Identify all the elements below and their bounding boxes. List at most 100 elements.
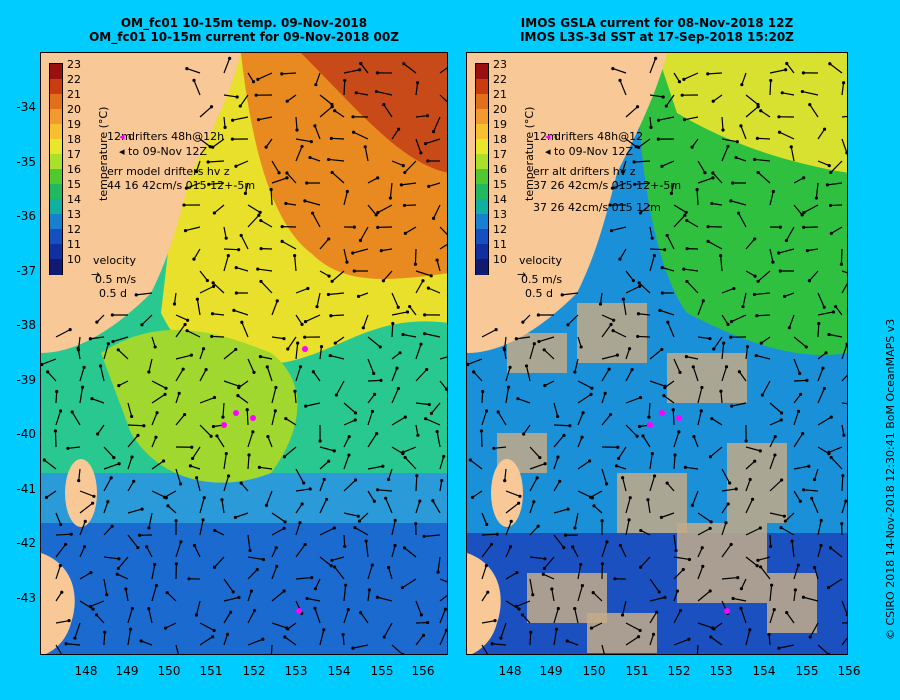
- velocity-arrow: [711, 94, 723, 103]
- velocity-arrow: [237, 380, 249, 390]
- velocity-arrow: [199, 347, 206, 360]
- velocity-arrow: [637, 281, 651, 294]
- cloud-mask-patch: [677, 523, 767, 603]
- velocity-arrow: [719, 254, 723, 272]
- velocity-arrow: [343, 418, 357, 426]
- velocity-arrow: [192, 543, 201, 558]
- velocity-arrow: [711, 171, 723, 184]
- velocity-arrow: [529, 524, 540, 536]
- velocity-arrow: [319, 237, 331, 250]
- velocity-arrow: [841, 622, 847, 624]
- colorbar-tick-label: 21: [67, 88, 81, 101]
- velocity-arrow: [151, 562, 157, 580]
- velocity-arrow: [649, 248, 667, 252]
- velocity-arrow: [134, 292, 153, 297]
- longitude-tick-label: 153: [709, 664, 733, 678]
- velocity-arrow: [647, 402, 651, 419]
- velocity-arrow: [721, 341, 726, 360]
- velocity-arrow: [426, 159, 441, 163]
- velocity-arrow: [151, 459, 166, 470]
- velocity-arrow: [79, 545, 87, 558]
- velocity-arrow: [553, 455, 560, 470]
- velocity-arrow: [542, 348, 555, 360]
- left-colorbar: [49, 63, 63, 275]
- latitude-tick-label: -42: [16, 536, 36, 550]
- velocity-arrow: [601, 353, 619, 360]
- longitude-tick-label: 150: [582, 664, 606, 678]
- velocity-arrow: [308, 155, 321, 162]
- velocity-arrow: [391, 160, 405, 168]
- colorbar-tick-label: 22: [493, 73, 507, 86]
- left-velocity-label: velocity: [93, 254, 136, 267]
- velocity-arrow: [401, 446, 417, 454]
- velocity-arrow: [625, 347, 632, 360]
- velocity-arrow: [829, 455, 843, 470]
- velocity-arrow: [343, 608, 350, 624]
- velocity-arrow: [319, 270, 331, 278]
- velocity-arrow: [543, 380, 555, 388]
- velocity-arrow: [382, 102, 393, 118]
- velocity-arrow: [541, 572, 555, 580]
- velocity-arrow: [223, 347, 238, 360]
- velocity-arrow: [247, 534, 252, 553]
- right-legend-to: ◂ to 09-Nov 12Z: [545, 145, 633, 158]
- velocity-arrow: [697, 176, 715, 184]
- velocity-arrow: [537, 336, 555, 344]
- velocity-arrow: [284, 416, 297, 426]
- velocity-arrow: [55, 409, 63, 426]
- velocity-arrow: [234, 160, 249, 168]
- velocity-arrow: [577, 584, 584, 602]
- velocity-arrow: [745, 446, 762, 453]
- velocity-arrow: [55, 619, 71, 624]
- velocity-arrow: [793, 588, 797, 602]
- velocity-arrow: [55, 644, 63, 654]
- velocity-arrow: [826, 578, 843, 590]
- velocity-arrow: [778, 269, 795, 273]
- velocity-arrow: [151, 435, 158, 448]
- velocity-arrow: [247, 567, 259, 580]
- velocity-arrow: [175, 644, 179, 654]
- velocity-arrow: [801, 595, 819, 602]
- latitude-tick-label: -40: [16, 427, 36, 441]
- velocity-arrow: [429, 402, 441, 415]
- velocity-arrow: [295, 487, 312, 492]
- velocity-arrow: [79, 365, 86, 382]
- velocity-arrow: [210, 312, 225, 316]
- velocity-arrow: [680, 93, 699, 97]
- right-title-line2: IMOS L3S-3d SST at 17-Sep-2018 15:20Z: [520, 30, 794, 44]
- velocity-arrow: [817, 644, 831, 654]
- velocity-arrow: [426, 286, 441, 294]
- colorbar-swatch: [476, 259, 488, 275]
- colorbar-swatch: [50, 259, 62, 275]
- velocity-arrow: [439, 594, 447, 602]
- velocity-arrow: [233, 512, 249, 519]
- velocity-arrow: [415, 424, 420, 437]
- velocity-arrow: [625, 105, 640, 118]
- velocity-arrow: [199, 496, 206, 514]
- velocity-arrow: [223, 94, 239, 99]
- velocity-arrow: [658, 308, 675, 316]
- velocity-arrow: [194, 600, 201, 617]
- left-map-panel[interactable]: 23 22 21 20 19 18 17 16 15 14 13 12 11 10 temperature…: [40, 52, 448, 655]
- velocity-arrow: [691, 365, 699, 382]
- velocity-arrow: [199, 395, 217, 404]
- velocity-arrow: [737, 370, 747, 382]
- velocity-arrow: [841, 402, 847, 405]
- velocity-arrow: [199, 424, 213, 438]
- velocity-arrow: [402, 203, 417, 208]
- velocity-arrow: [503, 468, 507, 483]
- velocity-arrow: [740, 72, 747, 87]
- right-map-panel[interactable]: 23 22 21 20 19 18 17 16 15 14 13 12 11 10 temperature…: [466, 52, 848, 655]
- velocity-arrow: [259, 247, 273, 251]
- velocity-arrow: [215, 434, 225, 448]
- drifter-marker: [233, 410, 239, 416]
- velocity-arrow: [115, 572, 129, 580]
- velocity-arrow: [386, 565, 393, 580]
- velocity-arrow: [600, 562, 604, 580]
- velocity-arrow: [422, 534, 441, 539]
- velocity-arrow: [682, 116, 699, 122]
- velocity-arrow: [745, 526, 762, 536]
- drifter-marker: [676, 415, 682, 421]
- velocity-arrow: [127, 507, 144, 514]
- velocity-arrow: [769, 225, 782, 229]
